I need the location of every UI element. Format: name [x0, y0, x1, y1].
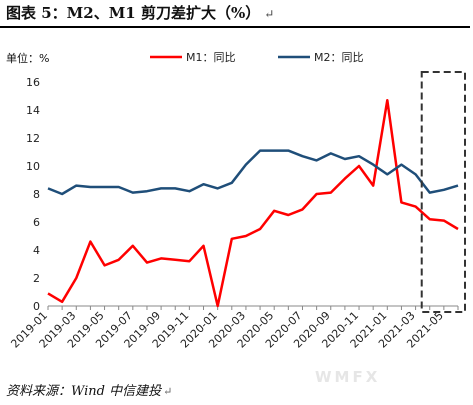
- y-tick-label: 0: [33, 300, 40, 313]
- highlight-box: [420, 71, 467, 313]
- y-tick-label: 12: [26, 132, 40, 145]
- y-tick-label: 8: [33, 188, 40, 201]
- watermark-text: WMFX: [315, 368, 381, 386]
- y-tick-label: 6: [33, 216, 40, 229]
- chart-legend: M1：同比 M2：同比: [150, 51, 364, 64]
- highlight-box-group: [420, 71, 467, 313]
- chart-title: 图表 5：M2、M1 剪刀差扩大（%） ↵: [6, 2, 274, 23]
- series-line-m1: [47, 98, 459, 308]
- chart-series: [47, 98, 459, 308]
- source-note: 资料来源：Wind 中信建投 ↵: [6, 380, 172, 399]
- unit-label: 单位：%: [6, 52, 50, 65]
- y-tick-label: 14: [26, 104, 40, 117]
- return-mark-icon: ↵: [163, 385, 173, 398]
- legend-label-m2: M2：同比: [314, 51, 364, 64]
- title-divider: [0, 26, 470, 28]
- series-line-m2: [47, 149, 459, 196]
- y-tick-label: 16: [26, 76, 40, 89]
- source-text: 资料来源：Wind 中信建投: [6, 384, 162, 399]
- y-tick-label: 10: [26, 160, 40, 173]
- y-tick-label: 2: [33, 272, 40, 285]
- y-tick-label: 4: [33, 244, 40, 257]
- watermark-logo: WMFX: [315, 368, 465, 390]
- chart-title-text: 图表 5：M2、M1 剪刀差扩大（%）: [6, 4, 261, 22]
- legend-label-m1: M1：同比: [186, 51, 236, 64]
- return-mark-icon: ↵: [264, 7, 275, 21]
